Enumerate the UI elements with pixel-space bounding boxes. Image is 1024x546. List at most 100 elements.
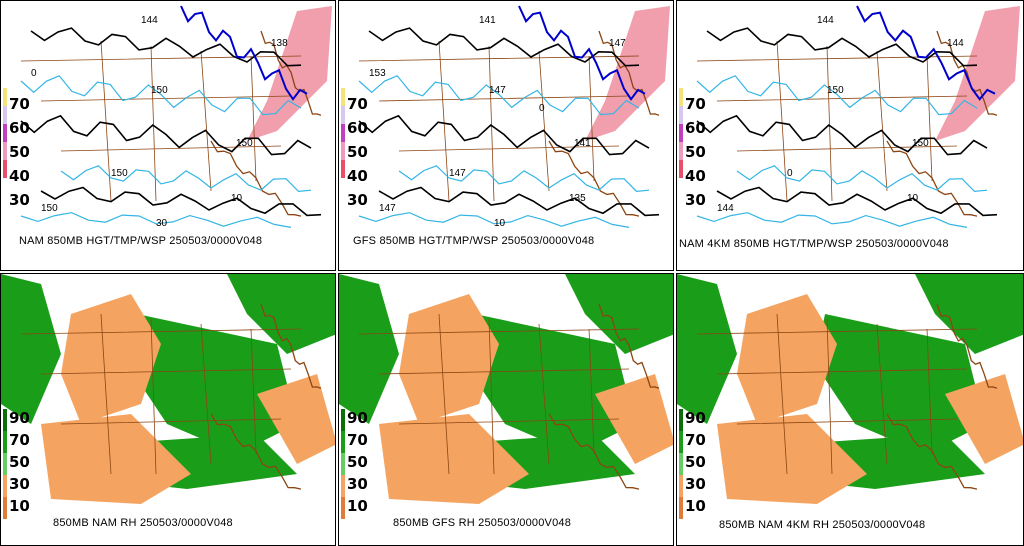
- dry-area: [945, 374, 1023, 464]
- contour-label: 0: [787, 168, 793, 179]
- scale-tick: 50: [347, 143, 368, 161]
- scale-tick: 90: [347, 409, 368, 427]
- state-borders: [20, 30, 322, 217]
- contour-label: 144: [141, 15, 158, 26]
- scale-tick: 10: [685, 497, 706, 515]
- contour-label: 153: [369, 68, 386, 79]
- panel-caption: 850MB NAM RH 250503/0000V048: [53, 517, 233, 529]
- state-borders: [20, 303, 322, 490]
- temperature-contours: [696, 75, 988, 228]
- gfs-850mb-hgt-panel: 141 147 147 141 147 147 135 153 10 0 GFS 850MB HGT…: [338, 0, 674, 271]
- scale-tick: 50: [9, 143, 30, 161]
- scale-tick: 50: [347, 453, 368, 471]
- map-canvas: 144 138 150 150 150 150 10 0 30: [20, 5, 332, 229]
- contour-label: 150: [236, 138, 253, 149]
- contour-label: 10: [231, 193, 243, 204]
- scale-tick: 70: [9, 431, 30, 449]
- zero-isotherm: [856, 5, 996, 101]
- scale-tick: 30: [9, 191, 30, 209]
- scale-tick: 30: [347, 475, 368, 493]
- nam-4km-850mb-hgt-panel: 144 144 150 150 144 0 10 NAM 4KM 850MB HGT/TMP/…: [676, 0, 1024, 271]
- map-canvas: [677, 274, 1023, 504]
- moist-area: [1, 274, 61, 424]
- contour-label: 150: [827, 85, 844, 96]
- dry-area: [41, 414, 191, 504]
- height-contours: [696, 27, 998, 217]
- scale-tick: 30: [9, 475, 30, 493]
- contour-label: 147: [379, 203, 396, 214]
- contour-label: 10: [907, 193, 919, 204]
- scale-tick: 40: [685, 167, 706, 185]
- scale-tick: 60: [347, 119, 368, 137]
- dry-area: [737, 294, 837, 424]
- contour-label: 150: [41, 203, 58, 214]
- moist-area: [565, 274, 673, 354]
- scale-tick: 40: [347, 167, 368, 185]
- map-canvas: [1, 274, 335, 504]
- contour-label: 147: [489, 85, 506, 96]
- nam-4km-850mb-rh-panel: 850MB NAM 4KM RH 250503/0000V048 90 70 5…: [676, 273, 1024, 546]
- scale-tick: 90: [9, 409, 30, 427]
- contour-label: 138: [271, 38, 288, 49]
- map-canvas: 144 144 150 150 144 0 10: [696, 5, 1020, 228]
- contour-label: 147: [449, 168, 466, 179]
- nam-850mb-rh-panel: 850MB NAM RH 250503/0000V048 90 70 50 30…: [0, 273, 336, 546]
- wind-speed-scale: 70 60 50 40 30: [3, 83, 33, 223]
- scale-tick: 40: [9, 167, 30, 185]
- dry-area: [61, 294, 161, 424]
- scale-tick: 60: [685, 119, 706, 137]
- scale-tick: 30: [685, 475, 706, 493]
- wind-speed-scale: 70 60 50 40 30: [679, 83, 709, 223]
- map-canvas: 141 147 147 141 147 147 135 153 10 0: [358, 5, 670, 229]
- dry-area: [379, 414, 529, 504]
- rh-scale: 90 70 50 30 10: [679, 399, 709, 519]
- scale-tick: 50: [9, 453, 30, 471]
- panel-caption: NAM 4KM 850MB HGT/TMP/WSP 250503/0000V04…: [679, 238, 949, 250]
- contour-label: 0: [539, 103, 545, 114]
- contour-label: 144: [717, 203, 734, 214]
- temperature-contours: [20, 75, 312, 228]
- contour-label: 10: [494, 218, 506, 229]
- contour-label: 150: [151, 85, 168, 96]
- state-borders: [696, 30, 998, 217]
- panel-caption: NAM 850MB HGT/TMP/WSP 250503/0000V048: [19, 235, 263, 247]
- state-borders: [358, 30, 660, 217]
- wind-speed-area: [935, 6, 1020, 141]
- scale-tick: 70: [685, 431, 706, 449]
- dry-area: [257, 374, 335, 464]
- wind-speed-area: [585, 6, 670, 141]
- moist-area: [915, 274, 1023, 354]
- moist-area: [339, 274, 399, 424]
- moist-area: [227, 274, 335, 354]
- state-borders: [696, 303, 998, 490]
- rh-scale: 90 70 50 30 10: [3, 399, 33, 519]
- contour-label: 30: [156, 218, 168, 229]
- scale-tick: 30: [347, 191, 368, 209]
- scale-tick: 30: [685, 191, 706, 209]
- scale-tick: 70: [9, 95, 30, 113]
- gfs-850mb-rh-panel: 850MB GFS RH 250503/0000V048 90 70 50 30…: [338, 273, 674, 546]
- height-contours: [358, 27, 660, 217]
- scale-tick: 10: [347, 497, 368, 515]
- scale-tick: 70: [347, 95, 368, 113]
- zero-isotherm: [518, 5, 646, 101]
- scale-tick: 70: [347, 431, 368, 449]
- contour-label: 141: [574, 138, 591, 149]
- contour-label: 144: [947, 38, 964, 49]
- temperature-contours: [358, 75, 650, 228]
- scale-tick: 90: [685, 409, 706, 427]
- wind-speed-area: [247, 6, 332, 141]
- zero-isotherm: [180, 5, 308, 101]
- state-borders: [358, 303, 660, 490]
- rh-scale: 90 70 50 30 10: [341, 399, 371, 519]
- wind-speed-scale: 70 60 50 40 30: [341, 83, 371, 223]
- contour-label: 144: [817, 15, 834, 26]
- dry-area: [399, 294, 499, 424]
- contour-label: 147: [609, 38, 626, 49]
- panel-caption: 850MB NAM 4KM RH 250503/0000V048: [719, 519, 926, 531]
- scale-tick: 70: [685, 95, 706, 113]
- height-contours: [20, 27, 322, 217]
- scale-tick: 10: [9, 497, 30, 515]
- dry-area: [595, 374, 673, 464]
- contour-label: 150: [111, 168, 128, 179]
